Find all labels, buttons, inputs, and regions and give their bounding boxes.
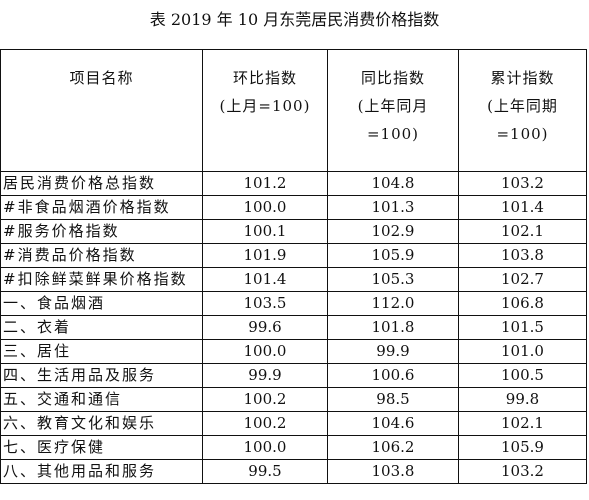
row-yoy-value: 112.0 [327, 291, 459, 316]
row-name: 五、交通和通信 [0, 387, 203, 412]
row-yoy-value: 103.8 [327, 459, 459, 484]
header-cumulative-basis-2: =100) [496, 125, 549, 143]
header-mom-title: 环比指数 [232, 69, 297, 87]
table-row: 三、居住 100.0 99.9 101.0 [0, 339, 587, 364]
row-name: 八、其他用品和服务 [0, 459, 203, 484]
table-row: #非食品烟酒价格指数 100.0 101.3 101.4 [0, 195, 587, 220]
row-yoy-value: 101.3 [327, 195, 459, 220]
row-name: #非食品烟酒价格指数 [0, 195, 203, 220]
row-yoy-value: 101.8 [327, 315, 459, 340]
row-yoy-value: 105.3 [327, 267, 459, 292]
row-cumulative-value: 100.5 [458, 363, 587, 388]
header-yoy-title: 同比指数 [360, 69, 425, 87]
row-name: 二、衣着 [0, 315, 203, 340]
header-item-name: 项目名称 [0, 49, 203, 172]
row-name: #消费品价格指数 [0, 243, 203, 268]
header-cumulative-basis-1: (上年同期 [487, 97, 558, 115]
header-cumulative-index: 累计指数 (上年同期 =100) [458, 49, 587, 172]
row-yoy-value: 102.9 [327, 219, 459, 244]
row-cumulative-value: 103.2 [458, 171, 587, 196]
row-mom-value: 99.6 [202, 315, 328, 340]
row-yoy-value: 106.2 [327, 435, 459, 460]
row-cumulative-value: 101.0 [458, 339, 587, 364]
row-mom-value: 99.9 [202, 363, 328, 388]
table-row: #服务价格指数 100.1 102.9 102.1 [0, 219, 587, 244]
row-mom-value: 100.0 [202, 339, 328, 364]
row-mom-value: 100.0 [202, 435, 328, 460]
row-mom-value: 99.5 [202, 459, 328, 484]
table-row: 八、其他用品和服务 99.5 103.8 103.2 [0, 459, 587, 484]
row-mom-value: 101.4 [202, 267, 328, 292]
row-cumulative-value: 101.5 [458, 315, 587, 340]
row-cumulative-value: 103.2 [458, 459, 587, 484]
row-yoy-value: 100.6 [327, 363, 459, 388]
table-header-row: 项目名称 环比指数 (上月=100) 同比指数 (上年同月 =100) 累计指数… [0, 49, 587, 172]
row-cumulative-value: 103.8 [458, 243, 587, 268]
table-row: 七、医疗保健 100.0 106.2 105.9 [0, 435, 587, 460]
row-yoy-value: 99.9 [327, 339, 459, 364]
row-name: #服务价格指数 [0, 219, 203, 244]
header-mom-basis: (上月=100) [219, 97, 311, 115]
header-yoy-basis-1: (上年同月 [357, 97, 429, 115]
row-mom-value: 101.2 [202, 171, 328, 196]
row-name: 三、居住 [0, 339, 203, 364]
header-mom-index: 环比指数 (上月=100) [202, 49, 328, 172]
table-row: 四、生活用品及服务 99.9 100.6 100.5 [0, 363, 587, 388]
table-row: 二、衣着 99.6 101.8 101.5 [0, 315, 587, 340]
cpi-table: 项目名称 环比指数 (上月=100) 同比指数 (上年同月 =100) 累计指数… [0, 49, 587, 484]
header-cumulative-title: 累计指数 [490, 69, 555, 87]
header-yoy-index: 同比指数 (上年同月 =100) [327, 49, 459, 172]
table-row: 居民消费价格总指数 101.2 104.8 103.2 [0, 171, 587, 196]
row-yoy-value: 104.6 [327, 411, 459, 436]
row-mom-value: 100.0 [202, 195, 328, 220]
row-cumulative-value: 106.8 [458, 291, 587, 316]
table-row: #消费品价格指数 101.9 105.9 103.8 [0, 243, 587, 268]
row-mom-value: 100.2 [202, 411, 328, 436]
row-name: 一、食品烟酒 [0, 291, 203, 316]
header-item-name-label: 项目名称 [69, 69, 134, 87]
table-row: 五、交通和通信 100.2 98.5 99.8 [0, 387, 587, 412]
table-row: 一、食品烟酒 103.5 112.0 106.8 [0, 291, 587, 316]
row-cumulative-value: 102.1 [458, 219, 587, 244]
header-yoy-basis-2: =100) [366, 125, 420, 143]
row-cumulative-value: 102.1 [458, 411, 587, 436]
table-caption: 表 2019 年 10 月东莞居民消费价格指数 [149, 10, 440, 29]
row-mom-value: 100.1 [202, 219, 328, 244]
row-cumulative-value: 105.9 [458, 435, 587, 460]
row-mom-value: 100.2 [202, 387, 328, 412]
table-row: #扣除鲜菜鲜果价格指数 101.4 105.3 102.7 [0, 267, 587, 292]
row-cumulative-value: 102.7 [458, 267, 587, 292]
row-name: 四、生活用品及服务 [0, 363, 203, 388]
row-yoy-value: 98.5 [327, 387, 459, 412]
row-yoy-value: 104.8 [327, 171, 459, 196]
table-row: 六、教育文化和娱乐 100.2 104.6 102.1 [0, 411, 587, 436]
row-name: #扣除鲜菜鲜果价格指数 [0, 267, 203, 292]
row-mom-value: 103.5 [202, 291, 328, 316]
row-cumulative-value: 101.4 [458, 195, 587, 220]
row-name: 居民消费价格总指数 [0, 171, 203, 196]
row-yoy-value: 105.9 [327, 243, 459, 268]
row-cumulative-value: 99.8 [458, 387, 587, 412]
row-name: 六、教育文化和娱乐 [0, 411, 203, 436]
row-mom-value: 101.9 [202, 243, 328, 268]
row-name: 七、医疗保健 [0, 435, 203, 460]
